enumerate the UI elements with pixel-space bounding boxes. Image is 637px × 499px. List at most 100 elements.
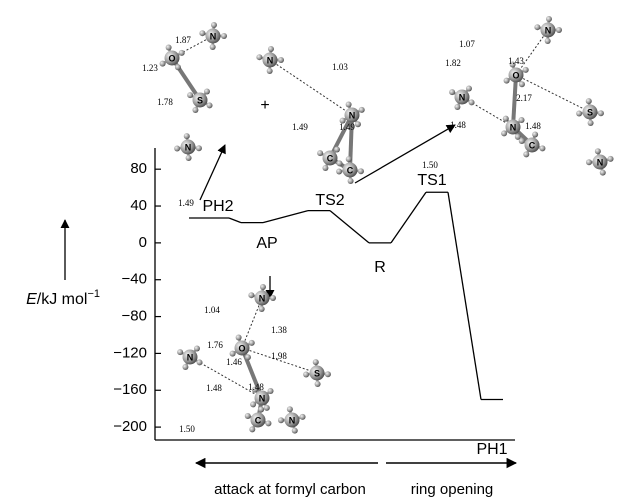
connector <box>329 210 370 244</box>
hydrogen <box>347 177 354 184</box>
h-bond <box>269 59 353 116</box>
hydrogen <box>544 37 551 44</box>
bond-distance: 1.49 <box>292 122 308 132</box>
hydrogen <box>503 77 510 84</box>
hydrogen <box>345 101 352 108</box>
bond-distance: 1.50 <box>179 424 195 434</box>
hydrogen <box>192 107 199 114</box>
hydrogen <box>174 145 181 152</box>
hydrogen <box>345 156 352 163</box>
hydrogen <box>501 130 508 137</box>
bond-distance: 1.49 <box>339 122 355 132</box>
hydrogen <box>509 61 516 68</box>
atom-label: O <box>512 70 519 80</box>
hydrogen <box>324 371 331 378</box>
hydrogen <box>576 110 583 117</box>
hydrogen <box>178 49 185 56</box>
hydrogen <box>518 137 525 144</box>
state-label: R <box>374 259 386 276</box>
atom <box>254 390 270 406</box>
atom <box>250 412 266 428</box>
hydrogen <box>454 104 461 111</box>
atom-label: N <box>185 142 192 152</box>
connector <box>447 192 482 400</box>
atom <box>524 137 540 153</box>
hydrogen <box>357 168 364 175</box>
bond-distance: 1.82 <box>445 58 461 68</box>
atom <box>192 92 208 108</box>
hydrogen <box>183 133 190 140</box>
hydrogen <box>209 43 216 50</box>
y-tick-label: −120 <box>113 344 147 361</box>
hydrogen <box>449 89 456 96</box>
atom-label: N <box>210 31 217 41</box>
bond <box>328 114 354 159</box>
bond-distance: 1.49 <box>178 198 194 208</box>
hydrogen <box>312 359 319 366</box>
arrow <box>354 124 456 184</box>
hydrogen <box>221 33 227 39</box>
hydrogen <box>251 386 258 393</box>
hydrogen <box>358 106 365 113</box>
hydrogen <box>585 98 592 105</box>
atom <box>342 162 358 178</box>
bond-distance: 1.48 <box>248 382 264 392</box>
hydrogen <box>522 66 529 73</box>
hydrogen <box>248 292 255 299</box>
atom-label: N <box>510 122 517 132</box>
y-tick-label: −160 <box>113 381 147 398</box>
atom-label: N <box>289 415 296 425</box>
state-label: TS2 <box>315 192 344 209</box>
hydrogen <box>193 345 200 352</box>
bond-distance: 1.43 <box>508 56 524 66</box>
bond-distance: 1.04 <box>204 305 220 315</box>
hydrogen <box>278 57 284 63</box>
bond-distance: 1.03 <box>332 62 348 72</box>
bond-distance: 1.98 <box>271 351 287 361</box>
hydrogen <box>314 380 321 387</box>
h-bond <box>515 29 549 76</box>
atom-label: N <box>597 157 604 167</box>
atom-label: C <box>347 165 354 175</box>
x-annotation: ring opening <box>411 481 494 498</box>
atom-label: N <box>349 110 356 120</box>
state-label: AP <box>256 235 277 252</box>
hydrogen <box>291 427 298 434</box>
bond-distance: 1.87 <box>175 35 191 45</box>
hydrogen <box>195 145 202 152</box>
hydrogen <box>299 413 306 420</box>
hydrogen <box>532 131 539 138</box>
hydrogen <box>185 154 192 161</box>
bond <box>511 74 518 128</box>
y-tick-label: 40 <box>130 197 147 214</box>
hydrogen <box>354 121 361 128</box>
hydrogen <box>182 364 189 371</box>
hydrogen <box>468 99 475 106</box>
hydrogen <box>502 115 509 122</box>
hydrogen <box>322 165 329 172</box>
hydrogen <box>258 406 265 413</box>
atom <box>454 89 470 105</box>
hydrogen <box>267 388 274 395</box>
x-annotation: attack at formyl carbon <box>214 481 366 498</box>
hydrogen <box>235 334 242 341</box>
y-tick-label: 0 <box>139 234 147 251</box>
hydrogen <box>539 145 546 152</box>
hydrogen <box>286 406 293 413</box>
y-axis-label: E/kJ mol−1 <box>26 288 100 308</box>
hydrogen <box>599 169 606 176</box>
atom-label: N <box>259 393 266 403</box>
hydrogen <box>339 117 346 124</box>
hydrogen <box>206 102 213 109</box>
y-tick-label: −40 <box>122 271 147 288</box>
atom <box>205 28 221 44</box>
y-tick-label: −80 <box>122 308 147 325</box>
molecule: N O N S N C N 1.04 1.38 1.761.46 1.98 1.48 1.48 1.50 <box>177 284 331 434</box>
atom-label: N <box>267 55 274 65</box>
y-tick-label: 80 <box>130 160 147 177</box>
state-label: PH1 <box>476 441 507 458</box>
atom-label: N <box>545 25 552 35</box>
connector <box>390 191 427 244</box>
atom <box>582 104 598 120</box>
hydrogen <box>177 349 184 356</box>
